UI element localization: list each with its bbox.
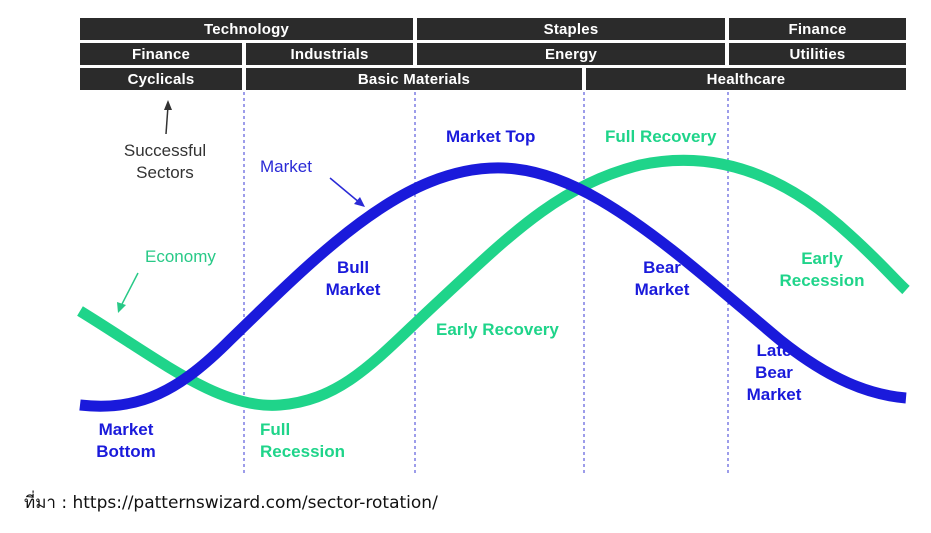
sector-bar-industrials: Industrials [246,43,413,65]
arrow-head-icon [354,197,365,207]
market-curve [79,162,907,412]
label-line: Sectors [136,163,194,182]
full-recovery-label: Full Recovery [605,127,717,146]
early-recession-label: Early Recession [770,248,874,292]
sector-label: Finance [131,45,191,63]
annotation-arrows [117,100,365,313]
market-arrow [329,177,361,204]
economy-annotation: Economy [145,247,216,266]
sector-bar-healthcare: Healthcare [586,68,906,90]
label-line: Bull [336,258,370,277]
source-citation: ที่มา : https://patternswizard.com/secto… [24,493,438,513]
label-line: Full [260,420,291,439]
sector-bar-technology: Technology [80,18,413,40]
label-line: Successful [123,141,207,160]
full-recession-label: Full Recession [260,419,345,463]
sector-label: Finance [788,20,847,38]
arrow-head-icon [117,302,126,313]
economy-arrow [120,272,139,307]
market-top-label: Market Top [446,127,536,146]
label-line: Bear [755,363,793,382]
market-annotation: Market [260,157,312,176]
phase-dividers [243,92,729,475]
label-line: Recession [260,442,346,461]
market-bottom-label: Market Bottom [89,419,163,463]
bull-market-label: Bull Market [318,257,388,301]
sector-bar-cyclicals: Cyclicals [80,68,242,90]
label-line: Bottom [96,442,156,461]
label-line: Market [325,280,381,299]
arrow-head-icon [164,100,172,110]
successful-sectors-arrow [165,105,169,135]
sector-label: Industrials [290,45,369,63]
sector-bar-energy: Energy [417,43,725,65]
early-recovery-label: Early Recovery [436,320,559,339]
label-line: Market [98,420,154,439]
economy-curve [77,154,910,411]
sector-label: Utilities [789,45,846,63]
label-line: Market [746,385,802,404]
sector-bar-utilities: Utilities [729,43,906,65]
sector-label: Healthcare [706,70,786,88]
sector-bar-staples: Staples [417,18,725,40]
label-line: Bear [643,258,681,277]
label-line: Market [634,280,690,299]
sector-bar-basic-materials: Basic Materials [246,68,582,90]
late-bear-market-label: Late Bear Market [738,340,810,406]
sector-label: Staples [543,20,599,38]
label-line: Early [801,249,843,268]
label-line: Recession [779,271,865,290]
sector-label: Energy [544,45,598,63]
label-line: Late [756,341,792,360]
sector-label: Cyclicals [127,70,195,88]
successful-sectors-label: Successful Sectors [90,140,240,184]
sector-label: Basic Materials [357,70,471,88]
sector-bar-finance: Finance [80,43,242,65]
sector-label: Technology [203,20,290,38]
sector-bar-finance-top: Finance [729,18,906,40]
bear-market-label: Bear Market [624,257,700,301]
